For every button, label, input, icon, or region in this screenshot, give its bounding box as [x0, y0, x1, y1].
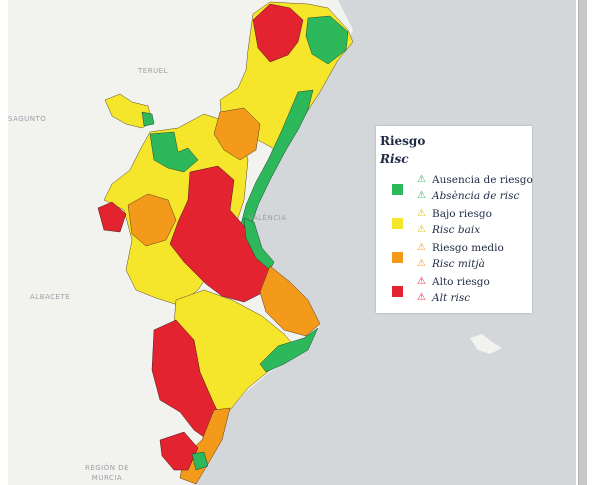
legend-label: Risc baix — [432, 224, 481, 236]
warning-icon: ⚠ — [417, 224, 426, 235]
warning-icon: ⚠ — [417, 174, 426, 185]
region-central-orange[interactable] — [213, 107, 261, 161]
legend-item: ⚠ ⚠ Bajo riesgo Risc baix — [376, 208, 532, 240]
legend-label: Absència de risc — [432, 190, 520, 202]
legend-item: ⚠ ⚠ Ausencia de riesgo Absència de risc — [376, 174, 533, 206]
warning-icon: ⚠ — [417, 242, 426, 253]
legend-label: Risc mitjà — [432, 258, 485, 270]
region-coast-south-green[interactable] — [243, 217, 275, 271]
scrollbar[interactable] — [578, 0, 587, 485]
island — [470, 334, 502, 354]
legend-label: Riesgo medio — [432, 242, 504, 254]
legend-swatch — [392, 218, 403, 229]
region-south-green[interactable] — [259, 327, 319, 373]
region-vega-red[interactable] — [159, 431, 199, 471]
legend-item: ⚠ ⚠ Riesgo medio Risc mitjà — [376, 242, 532, 274]
warning-icon: ⚠ — [417, 258, 426, 269]
place-label-albacete: Albacete — [30, 293, 71, 301]
warning-icon: ⚠ — [417, 276, 426, 287]
region-west-red-small[interactable] — [97, 201, 127, 233]
place-label-valencia: València — [248, 214, 287, 222]
legend-label: Alto riesgo — [432, 276, 490, 288]
region-north-green[interactable] — [305, 15, 349, 65]
map-legend: Riesgo Risc ⚠ ⚠ Ausencia de riesgo Absèn… — [376, 126, 533, 313]
region-teruel-green[interactable] — [141, 111, 155, 127]
map-canvas — [8, 0, 502, 485]
place-label-teruel: Teruel — [138, 67, 169, 75]
warning-icon: ⚠ — [417, 208, 426, 219]
legend-item: ⚠ ⚠ Alto riesgo Alt risc — [376, 276, 532, 308]
region-north-red[interactable] — [252, 3, 304, 63]
region-safor-orange[interactable] — [259, 265, 321, 337]
region-coast-green[interactable] — [239, 89, 314, 236]
region-vinalopo-orange[interactable] — [179, 407, 231, 485]
legend-label: Ausencia de riesgo — [432, 174, 533, 186]
legend-title: Riesgo — [380, 134, 426, 148]
legend-label: Bajo riesgo — [432, 208, 492, 220]
region-requena-orange[interactable] — [127, 193, 177, 247]
warning-icon: ⚠ — [417, 292, 426, 303]
region-south-green-small[interactable] — [191, 451, 209, 471]
warning-icon: ⚠ — [417, 190, 426, 201]
place-label-murcia: Región de Murcia — [84, 464, 130, 482]
region-central-red[interactable] — [169, 165, 271, 303]
legend-subtitle: Risc — [380, 152, 409, 166]
legend-swatch — [392, 286, 403, 297]
legend-swatch — [392, 184, 403, 195]
region-west-green[interactable] — [149, 131, 199, 173]
legend-label: Alt risc — [432, 292, 471, 304]
risk-map[interactable]: Teruel Sagunto València Albacete Región … — [8, 0, 576, 485]
place-label-sagunto: Sagunto — [8, 115, 47, 123]
legend-swatch — [392, 252, 403, 263]
